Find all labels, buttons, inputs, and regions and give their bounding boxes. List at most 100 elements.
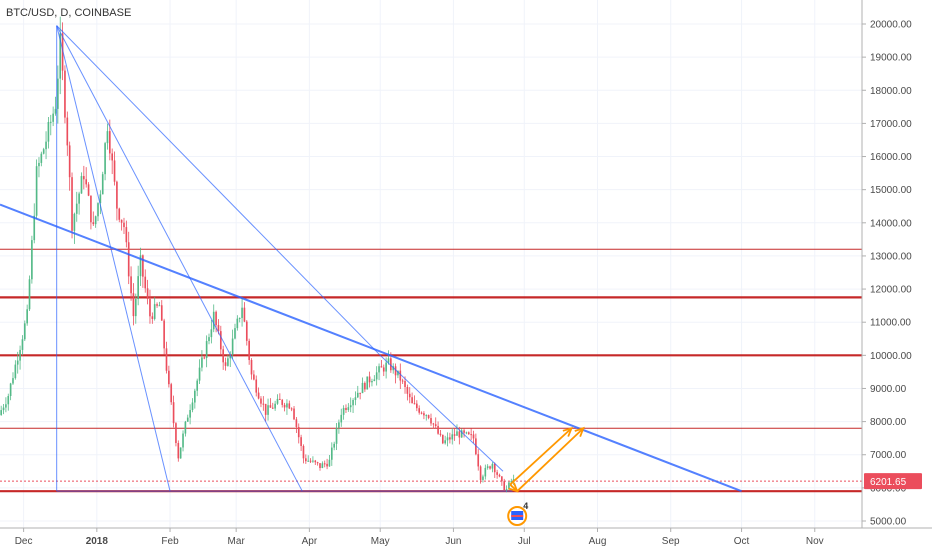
candle-body[interactable] <box>394 366 397 376</box>
candle-body[interactable] <box>390 358 392 371</box>
candle-body[interactable] <box>309 460 312 462</box>
candle-body[interactable] <box>35 166 38 216</box>
candle-body[interactable] <box>227 358 229 366</box>
candle-body[interactable] <box>255 379 258 393</box>
candle-body[interactable] <box>47 122 50 142</box>
candle-body[interactable] <box>470 434 472 436</box>
candle-body[interactable] <box>288 403 291 409</box>
candle-body[interactable] <box>184 421 187 434</box>
candle-body[interactable] <box>92 222 95 225</box>
candle-body[interactable] <box>437 425 439 434</box>
candle-body[interactable] <box>177 443 180 459</box>
candle-body[interactable] <box>59 33 62 79</box>
candle-body[interactable] <box>274 403 276 409</box>
candle-body[interactable] <box>345 407 347 410</box>
candle-body[interactable] <box>83 176 85 180</box>
candle-body[interactable] <box>271 407 274 409</box>
candle-body[interactable] <box>153 304 156 319</box>
candle-body[interactable] <box>430 418 432 424</box>
candle-body[interactable] <box>163 320 165 349</box>
candle-body[interactable] <box>257 392 260 399</box>
candle-body[interactable] <box>21 339 24 350</box>
candle-body[interactable] <box>158 305 161 307</box>
candle-body[interactable] <box>382 367 385 372</box>
candle-body[interactable] <box>168 370 170 385</box>
candle-body[interactable] <box>333 443 335 448</box>
candle-body[interactable] <box>312 460 314 462</box>
candle-body[interactable] <box>338 422 340 428</box>
candle-body[interactable] <box>328 459 331 467</box>
candle-body[interactable] <box>12 378 14 384</box>
candle-body[interactable] <box>73 213 76 231</box>
candle-body[interactable] <box>196 380 199 391</box>
candle-body[interactable] <box>399 370 402 381</box>
candle-body[interactable] <box>132 293 135 317</box>
candle-body[interactable] <box>463 430 465 433</box>
candle-body[interactable] <box>432 423 435 425</box>
candle-body[interactable] <box>439 433 442 435</box>
candle-body[interactable] <box>201 357 203 368</box>
candle-body[interactable] <box>80 176 83 194</box>
candle-body[interactable] <box>85 179 88 185</box>
candle-body[interactable] <box>418 408 421 413</box>
trendline[interactable] <box>0 203 742 493</box>
candle-body[interactable] <box>111 153 114 161</box>
candle-body[interactable] <box>279 398 281 400</box>
candle-body[interactable] <box>146 288 149 299</box>
candle-body[interactable] <box>456 431 458 436</box>
candle-body[interactable] <box>295 419 298 428</box>
candle-body[interactable] <box>373 379 376 381</box>
candle-body[interactable] <box>451 434 454 440</box>
candle-body[interactable] <box>316 462 319 464</box>
candle-body[interactable] <box>253 374 255 380</box>
candle-body[interactable] <box>267 405 269 415</box>
candle-body[interactable] <box>125 227 128 243</box>
candle-body[interactable] <box>250 360 253 375</box>
candle-body[interactable] <box>493 463 496 473</box>
candle-body[interactable] <box>330 447 333 460</box>
trendline[interactable] <box>56 25 381 356</box>
candle-body[interactable] <box>423 413 425 416</box>
candle-body[interactable] <box>248 340 250 361</box>
candle-body[interactable] <box>142 255 144 277</box>
candle-body[interactable] <box>219 331 222 350</box>
candle-body[interactable] <box>349 405 352 408</box>
candle-body[interactable] <box>179 447 182 459</box>
candle-body[interactable] <box>165 348 168 371</box>
candle-body[interactable] <box>467 432 470 435</box>
candle-body[interactable] <box>342 407 345 415</box>
candle-body[interactable] <box>281 399 284 405</box>
candle-body[interactable] <box>208 337 210 342</box>
candle-body[interactable] <box>245 321 248 341</box>
candle-body[interactable] <box>38 162 40 167</box>
candle-body[interactable] <box>347 407 350 410</box>
candle-body[interactable] <box>385 362 387 372</box>
candle-body[interactable] <box>104 143 106 175</box>
candle-body[interactable] <box>321 463 324 468</box>
candle-body[interactable] <box>276 398 279 404</box>
candle-body[interactable] <box>97 203 99 217</box>
candle-body[interactable] <box>16 360 19 365</box>
time-axis[interactable]: Dec 2018 Feb Mar Apr May Jun Jul Aug Sep Oct Nov <box>15 528 824 547</box>
candle-body[interactable] <box>484 467 487 477</box>
candle-body[interactable] <box>434 424 437 426</box>
candle-body[interactable] <box>408 393 411 398</box>
candle-body[interactable] <box>503 481 506 491</box>
candle-body[interactable] <box>101 174 104 195</box>
candle-body[interactable] <box>57 78 59 109</box>
candle-body[interactable] <box>236 318 239 329</box>
candle-body[interactable] <box>118 208 121 220</box>
candle-body[interactable] <box>411 397 413 404</box>
candle-body[interactable] <box>28 279 31 310</box>
candle-body[interactable] <box>354 397 357 401</box>
candle-body[interactable] <box>238 317 241 319</box>
candle-body[interactable] <box>170 384 173 403</box>
trendline[interactable] <box>379 354 504 472</box>
candle-body[interactable] <box>108 131 111 154</box>
candle-body[interactable] <box>137 276 139 300</box>
candle-body[interactable] <box>425 415 428 417</box>
candle-body[interactable] <box>87 184 90 196</box>
candle-body[interactable] <box>130 276 132 294</box>
candle-body[interactable] <box>378 366 380 373</box>
candle-body[interactable] <box>479 466 482 480</box>
